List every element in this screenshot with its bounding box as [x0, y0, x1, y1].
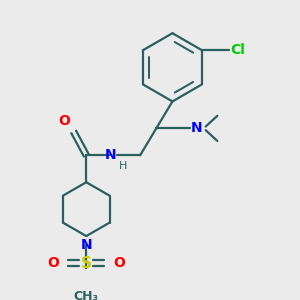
Text: H: H: [118, 161, 127, 171]
Text: N: N: [190, 122, 202, 135]
Text: S: S: [81, 256, 92, 271]
Text: N: N: [80, 238, 92, 252]
Text: O: O: [58, 114, 70, 128]
Text: CH₃: CH₃: [74, 290, 99, 300]
Text: O: O: [113, 256, 125, 270]
Text: Cl: Cl: [231, 43, 246, 57]
Text: N: N: [104, 148, 116, 162]
Text: O: O: [47, 256, 59, 270]
